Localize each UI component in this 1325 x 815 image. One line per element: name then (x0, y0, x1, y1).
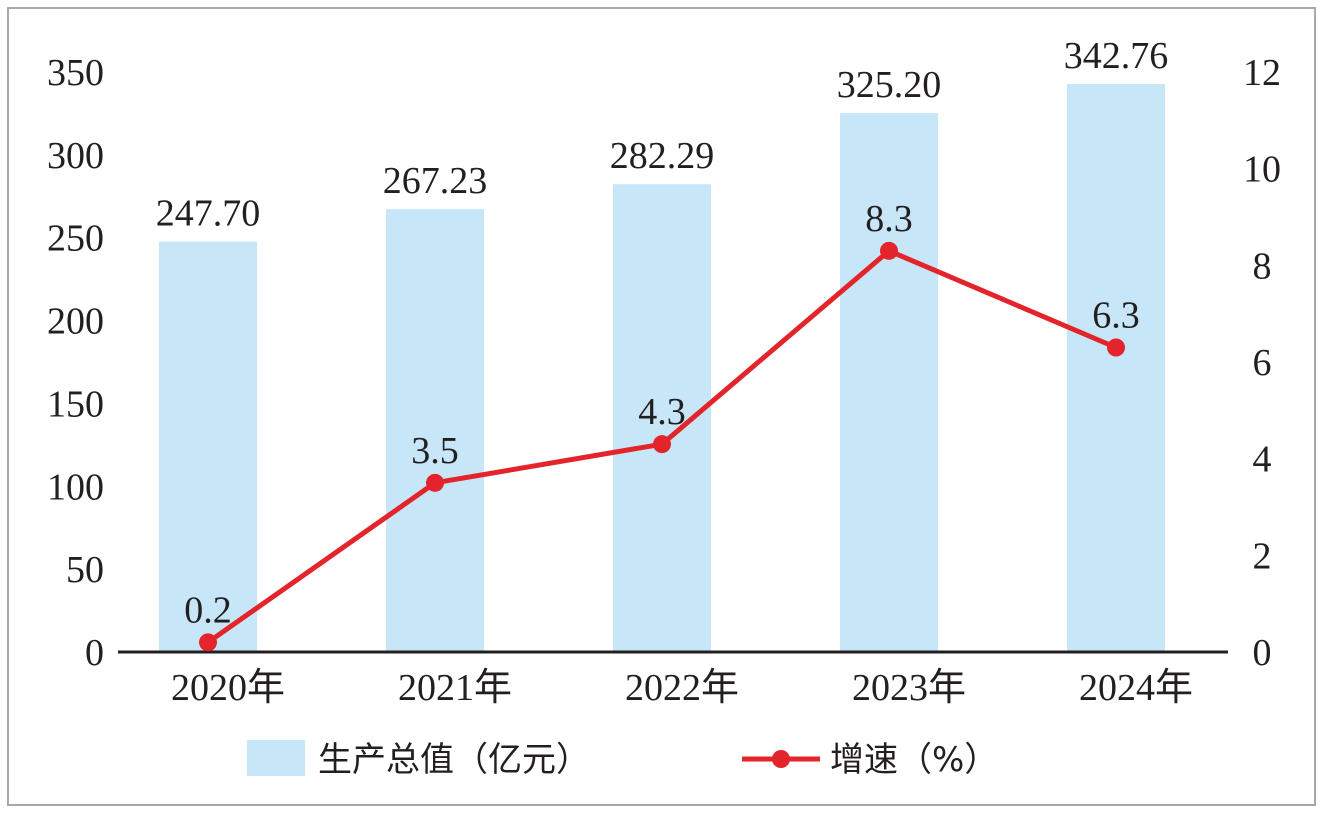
y-left-tick-label: 50 (66, 549, 104, 591)
bar-2021年 (386, 209, 484, 652)
y-left-tick-label: 100 (47, 466, 104, 508)
x-tick-label: 2021年 (398, 667, 512, 709)
x-tick-label: 2023年 (852, 667, 966, 709)
bar-value-label: 282.29 (610, 135, 715, 177)
legend-line-label: 增速（%） (830, 740, 998, 780)
growth-point (1107, 338, 1125, 357)
bar-value-label: 325.20 (837, 64, 942, 106)
x-tick-label: 2024年 (1079, 667, 1193, 709)
y-left-tick-label: 200 (47, 301, 104, 343)
y-right-tick-label: 8 (1253, 245, 1272, 287)
growth-point (426, 473, 444, 492)
growth-value-label: 8.3 (865, 198, 913, 240)
bar-value-label: 247.70 (156, 193, 261, 235)
growth-value-label: 6.3 (1092, 295, 1140, 337)
y-left-tick-label: 150 (47, 383, 104, 425)
bar-2024年 (1067, 83, 1165, 653)
y-left-tick-label: 0 (85, 632, 104, 674)
bar-2023年 (840, 113, 938, 652)
bar-value-label: 267.23 (383, 160, 488, 202)
y-left-tick-label: 300 (47, 135, 104, 177)
y-left-tick-label: 350 (47, 52, 104, 94)
legend-bar-label: 生产总值（亿元） (318, 740, 590, 780)
y-right-tick-label: 10 (1243, 149, 1281, 191)
y-right-tick-label: 4 (1253, 439, 1272, 481)
y-right-tick-label: 12 (1243, 52, 1281, 94)
line-layer (199, 241, 1125, 652)
x-tick-label: 2020年 (171, 667, 285, 709)
growth-point (880, 241, 898, 260)
bar-2020年 (159, 241, 257, 653)
legend-bar-swatch (247, 740, 305, 776)
y-left-tick-label: 250 (47, 218, 104, 260)
growth-value-label: 3.5 (411, 430, 459, 472)
y-right-tick-label: 0 (1253, 632, 1272, 674)
labels-layer: 247.70 267.23 282.29 325.20 342.76 0.2 3.5 4.3 8… (156, 35, 1169, 631)
legend: 生产总值（亿元） 增速（%） (247, 740, 998, 780)
growth-value-label: 4.3 (638, 391, 686, 433)
growth-point (199, 633, 217, 652)
legend-line-marker (772, 750, 790, 768)
axis-layer: 0 50 100 150 200 250 300 350 0 2 4 6 8 10 12 2020年 2021年… (47, 52, 1281, 709)
y-right-tick-label: 6 (1253, 342, 1272, 384)
bar-value-label: 342.76 (1064, 35, 1169, 77)
x-tick-label: 2022年 (625, 667, 739, 709)
growth-point (653, 435, 671, 454)
y-right-tick-label: 2 (1253, 535, 1272, 577)
growth-value-label: 0.2 (184, 589, 232, 631)
